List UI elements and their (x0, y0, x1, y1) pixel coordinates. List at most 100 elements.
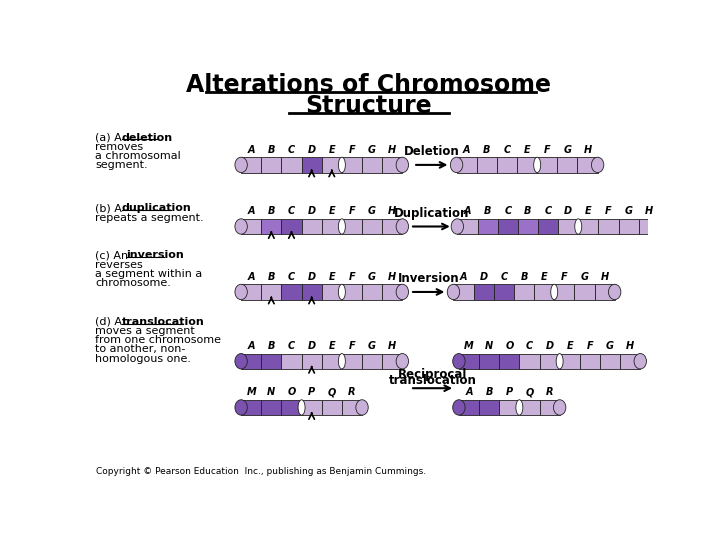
Text: C: C (503, 145, 510, 155)
Bar (519, 354, 539, 369)
Text: C: C (526, 341, 533, 351)
Bar (477, 219, 498, 234)
Bar (342, 219, 362, 234)
Bar (362, 219, 382, 234)
Ellipse shape (396, 354, 408, 369)
Ellipse shape (338, 219, 346, 234)
Bar (302, 284, 322, 300)
Text: a segment within a: a segment within a (96, 269, 202, 279)
Text: R: R (546, 387, 554, 397)
Text: C: C (544, 206, 552, 217)
Text: F: F (348, 206, 355, 217)
Text: A: A (463, 145, 470, 155)
Text: C: C (288, 145, 295, 155)
Bar (456, 157, 477, 173)
Bar (261, 354, 282, 369)
Ellipse shape (453, 400, 465, 415)
Text: A: A (248, 145, 255, 155)
Bar (261, 157, 282, 173)
Bar (362, 157, 382, 173)
Text: G: G (580, 272, 588, 282)
Text: chromosome.: chromosome. (96, 278, 171, 288)
Text: F: F (544, 145, 551, 155)
Text: B: B (483, 145, 490, 155)
Bar (595, 284, 615, 300)
Text: homologous one.: homologous one. (96, 354, 192, 363)
Bar (499, 400, 519, 415)
Ellipse shape (235, 400, 248, 415)
Text: B: B (524, 206, 531, 217)
Text: H: H (600, 272, 608, 282)
Text: B: B (268, 341, 275, 351)
Ellipse shape (235, 284, 248, 300)
Text: A: A (248, 341, 255, 351)
Text: H: H (583, 145, 592, 155)
Bar (302, 354, 322, 369)
Text: (c) An: (c) An (96, 251, 132, 260)
Text: deletion: deletion (122, 132, 173, 143)
Bar (382, 219, 402, 234)
Text: F: F (561, 272, 567, 282)
Text: D: D (307, 145, 315, 155)
Ellipse shape (338, 157, 346, 173)
Bar (539, 354, 559, 369)
Bar (477, 157, 497, 173)
Bar (554, 284, 575, 300)
Text: Inversion: Inversion (398, 272, 459, 285)
Bar (498, 219, 518, 234)
Bar (517, 157, 537, 173)
Text: B: B (268, 272, 275, 282)
Ellipse shape (608, 284, 621, 300)
Text: duplication: duplication (122, 204, 192, 213)
Text: A: A (464, 206, 471, 217)
Text: P: P (308, 387, 315, 397)
Bar (322, 284, 342, 300)
Bar (362, 354, 382, 369)
Text: G: G (564, 145, 572, 155)
Text: H: H (388, 272, 396, 282)
Text: D: D (307, 341, 315, 351)
Bar (494, 284, 514, 300)
Bar (282, 400, 302, 415)
Text: G: G (368, 145, 376, 155)
Bar (241, 219, 261, 234)
Ellipse shape (338, 354, 346, 369)
Text: Structure: Structure (306, 94, 432, 118)
Text: Alterations of Chromosome: Alterations of Chromosome (186, 72, 552, 97)
Text: G: G (368, 341, 376, 351)
Bar (322, 400, 342, 415)
Bar (342, 400, 362, 415)
Bar (302, 219, 322, 234)
Text: to another, non-: to another, non- (96, 345, 186, 354)
Text: F: F (348, 145, 355, 155)
Text: E: E (328, 272, 335, 282)
Ellipse shape (575, 219, 582, 234)
Ellipse shape (235, 354, 248, 369)
Bar (559, 354, 580, 369)
Ellipse shape (554, 400, 566, 415)
Text: moves a segment: moves a segment (96, 326, 195, 336)
Text: F: F (348, 341, 355, 351)
Bar (261, 400, 282, 415)
Bar (459, 354, 479, 369)
Text: R: R (348, 387, 356, 397)
Text: E: E (523, 145, 531, 155)
Ellipse shape (634, 354, 647, 369)
Ellipse shape (556, 354, 563, 369)
Ellipse shape (298, 400, 305, 415)
Text: H: H (388, 206, 396, 217)
Ellipse shape (534, 157, 541, 173)
Bar (514, 284, 534, 300)
Bar (577, 157, 598, 173)
Text: D: D (564, 206, 572, 217)
Text: A: A (248, 206, 255, 217)
Text: N: N (485, 341, 493, 351)
Bar (519, 400, 539, 415)
Bar (282, 354, 302, 369)
Text: Q: Q (328, 387, 336, 397)
Text: G: G (368, 272, 376, 282)
Bar (382, 354, 402, 369)
Bar (538, 219, 558, 234)
Bar (497, 157, 517, 173)
Text: G: G (606, 341, 614, 351)
